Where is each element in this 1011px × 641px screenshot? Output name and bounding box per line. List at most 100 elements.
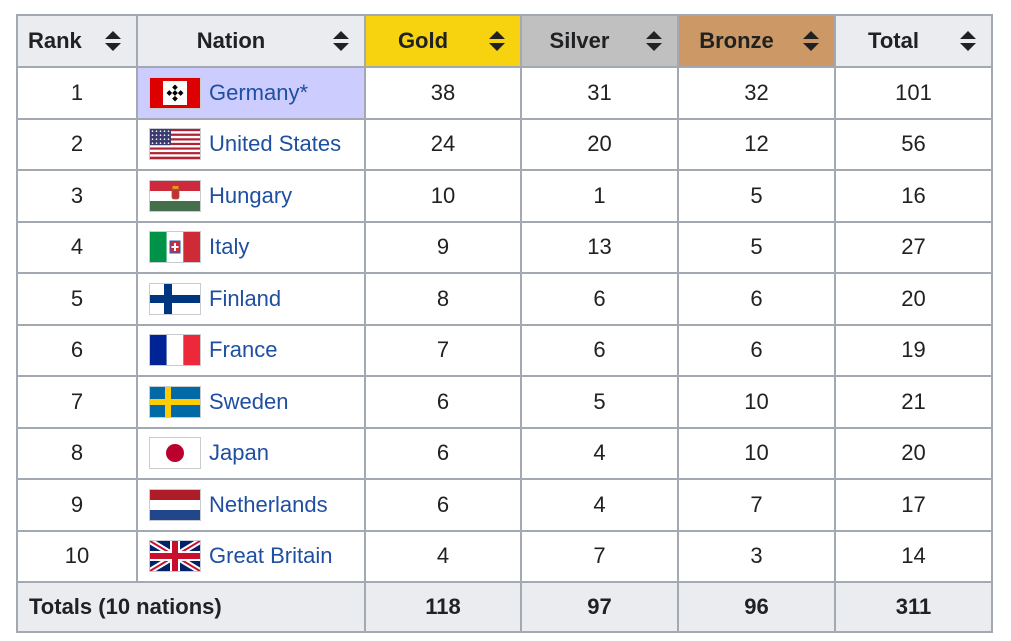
table-row: 2 United States 24 20 12 56 <box>16 117 993 171</box>
table-row: 8 Japan 6 4 10 20 <box>16 426 993 480</box>
silver-header[interactable]: Silver <box>520 14 679 68</box>
bronze-cell: 3 <box>677 529 836 583</box>
rank-cell: 6 <box>16 323 138 377</box>
gold-header-label: Gold <box>397 28 449 53</box>
total-header[interactable]: Total <box>834 14 993 68</box>
nation-link[interactable]: Italy <box>209 234 250 260</box>
total-cell: 17 <box>834 478 993 532</box>
table-row: 9 Netherlands 6 4 7 17 <box>16 478 993 532</box>
gold-cell: 6 <box>364 426 522 480</box>
nation-cell: Hungary <box>136 169 366 223</box>
totals-gold: 118 <box>364 581 522 633</box>
rank-header-label: Rank <box>28 28 82 53</box>
bronze-cell: 32 <box>677 66 836 120</box>
gold-cell: 4 <box>364 529 522 583</box>
bronze-cell: 6 <box>677 272 836 326</box>
silver-cell: 7 <box>520 529 679 583</box>
bronze-cell: 12 <box>677 117 836 171</box>
totals-label: Totals (10 nations) <box>16 581 366 633</box>
nation-cell: Germany* <box>136 66 366 120</box>
gold-cell: 7 <box>364 323 522 377</box>
total-cell: 20 <box>834 426 993 480</box>
nation-link[interactable]: Germany* <box>209 79 309 105</box>
gold-cell: 8 <box>364 272 522 326</box>
nation-header[interactable]: Nation <box>136 14 366 68</box>
germany-flag-icon[interactable] <box>149 76 201 109</box>
rank-cell: 3 <box>16 169 138 223</box>
france-flag-icon[interactable] <box>149 334 201 367</box>
totals-row: Totals (10 nations) 118 97 96 311 <box>16 581 993 633</box>
silver-header-label: Silver <box>549 28 610 53</box>
nation-header-label: Nation <box>196 28 266 53</box>
table-row: 7 Sweden 6 5 10 21 <box>16 375 993 429</box>
nation-cell: Japan <box>136 426 366 480</box>
total-cell: 27 <box>834 220 993 274</box>
gold-cell: 6 <box>364 478 522 532</box>
rank-cell: 10 <box>16 529 138 583</box>
nation-link[interactable]: Japan <box>209 440 269 466</box>
bronze-cell: 5 <box>677 169 836 223</box>
nation-link[interactable]: Finland <box>209 285 282 311</box>
rank-cell: 2 <box>16 117 138 171</box>
silver-cell: 20 <box>520 117 679 171</box>
total-header-label: Total <box>868 28 919 53</box>
italy-flag-icon[interactable] <box>149 231 201 264</box>
nation-link[interactable]: Hungary <box>209 182 293 208</box>
sort-icon[interactable] <box>332 30 350 52</box>
total-cell: 20 <box>834 272 993 326</box>
silver-cell: 6 <box>520 272 679 326</box>
total-cell: 14 <box>834 529 993 583</box>
gold-cell: 24 <box>364 117 522 171</box>
nation-cell: Sweden <box>136 375 366 429</box>
nation-cell: France <box>136 323 366 377</box>
total-cell: 101 <box>834 66 993 120</box>
nation-link[interactable]: Sweden <box>209 388 289 414</box>
rank-cell: 5 <box>16 272 138 326</box>
gold-cell: 6 <box>364 375 522 429</box>
finland-flag-icon[interactable] <box>149 282 201 315</box>
nation-link[interactable]: Netherlands <box>209 491 328 517</box>
japan-flag-icon[interactable] <box>149 437 201 470</box>
nation-link[interactable]: France <box>209 337 278 363</box>
header-row: Rank Nation Gold Silver Bronze Total <box>16 14 993 68</box>
silver-cell: 1 <box>520 169 679 223</box>
sort-icon[interactable] <box>802 30 820 52</box>
silver-cell: 13 <box>520 220 679 274</box>
bronze-header[interactable]: Bronze <box>677 14 836 68</box>
medal-table: Rank Nation Gold Silver Bronze Total <box>16 14 993 633</box>
silver-cell: 6 <box>520 323 679 377</box>
nation-cell: Finland <box>136 272 366 326</box>
bronze-cell: 6 <box>677 323 836 377</box>
sort-icon[interactable] <box>488 30 506 52</box>
bronze-header-label: Bronze <box>699 28 774 53</box>
bronze-cell: 10 <box>677 426 836 480</box>
silver-cell: 5 <box>520 375 679 429</box>
total-cell: 19 <box>834 323 993 377</box>
nation-cell: Italy <box>136 220 366 274</box>
total-cell: 16 <box>834 169 993 223</box>
total-cell: 56 <box>834 117 993 171</box>
silver-cell: 4 <box>520 478 679 532</box>
hungary-flag-icon[interactable] <box>149 179 201 212</box>
gold-cell: 10 <box>364 169 522 223</box>
united-states-flag-icon[interactable] <box>149 128 201 161</box>
table-row: 3 Hungary 10 1 5 16 <box>16 169 993 223</box>
bronze-cell: 7 <box>677 478 836 532</box>
nation-link[interactable]: Great Britain <box>209 543 333 569</box>
bronze-cell: 10 <box>677 375 836 429</box>
sort-icon[interactable] <box>104 30 122 52</box>
great-britain-flag-icon[interactable] <box>148 538 202 574</box>
sweden-flag-icon[interactable] <box>149 385 201 418</box>
bronze-cell: 5 <box>677 220 836 274</box>
sort-icon[interactable] <box>959 30 977 52</box>
rank-cell: 4 <box>16 220 138 274</box>
nation-cell: United States <box>136 117 366 171</box>
nation-link[interactable]: United States <box>209 131 342 157</box>
total-cell: 21 <box>834 375 993 429</box>
rank-cell: 7 <box>16 375 138 429</box>
rank-header[interactable]: Rank <box>16 14 138 68</box>
gold-header[interactable]: Gold <box>364 14 522 68</box>
sort-icon[interactable] <box>645 30 663 52</box>
netherlands-flag-icon[interactable] <box>149 488 201 521</box>
totals-silver: 97 <box>520 581 679 633</box>
